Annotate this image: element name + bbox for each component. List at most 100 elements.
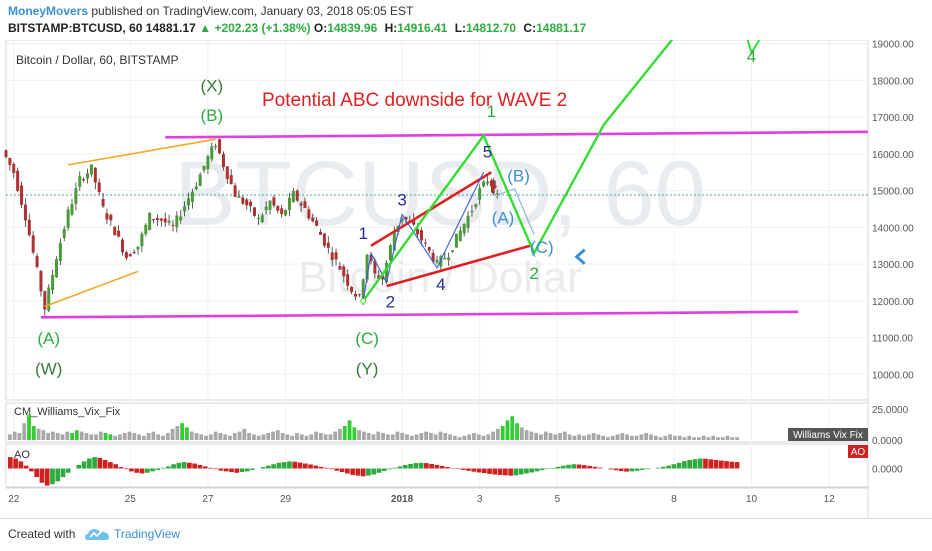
x-tick-label: 10: [746, 494, 758, 505]
ao-bar: [487, 469, 492, 474]
ao-bar: [577, 465, 582, 469]
ao-bar: [371, 469, 376, 475]
vix-bar: [352, 427, 356, 440]
ao-bar: [582, 465, 587, 468]
vix-bar: [635, 436, 639, 440]
candle-body: [358, 294, 361, 295]
ao-bar: [19, 461, 24, 468]
vix-bar: [123, 433, 127, 440]
vix-bar: [424, 432, 428, 440]
y-tick-label: 12000.00: [872, 297, 914, 308]
candle-body: [59, 243, 62, 261]
vix-bar: [630, 436, 634, 440]
vix-bar: [458, 437, 462, 440]
ao-bar: [277, 463, 282, 469]
chart-header: MoneyMovers published on TradingView.com…: [0, 0, 932, 40]
vix-bar: [472, 433, 476, 440]
candle-body: [160, 219, 163, 221]
candle-body: [16, 171, 19, 191]
ao-bar: [545, 469, 550, 470]
vix-bar: [281, 433, 285, 440]
ao-bar: [250, 469, 255, 470]
candle-body: [436, 260, 439, 263]
candle-body: [249, 202, 252, 206]
ao-bar: [29, 469, 34, 472]
vix-bar: [463, 436, 467, 440]
ao-bar: [224, 469, 229, 472]
x-tick-label: 22: [8, 494, 20, 505]
ao-bar: [624, 469, 629, 472]
candle-body: [63, 229, 66, 238]
ao-bar: [661, 467, 666, 469]
candle-body: [28, 220, 31, 235]
vix-bar: [376, 432, 380, 440]
candle-body: [307, 209, 310, 218]
vix-bar: [415, 434, 419, 440]
vix-bar: [668, 434, 672, 440]
candle-body: [280, 208, 283, 214]
chart-title: Bitcoin / Dollar, 60, BITSTAMP: [16, 53, 179, 67]
ao-bar: [492, 469, 497, 475]
vix-bar: [735, 437, 739, 440]
candle-body: [78, 176, 81, 186]
ao-bar: [398, 466, 403, 468]
vix-label: CM_Williams_Vix_Fix: [14, 406, 121, 418]
vix-bar: [142, 436, 146, 440]
tradingview-brand-link[interactable]: TradingView: [114, 527, 180, 541]
ao-bar: [245, 469, 250, 472]
ohlc-low-key: L:: [455, 21, 466, 35]
vix-bar: [529, 432, 533, 440]
vix-bar: [683, 437, 687, 440]
candle-body: [148, 213, 151, 230]
candle-body: [94, 168, 97, 183]
candle-body: [245, 199, 248, 205]
vix-bar: [396, 432, 400, 440]
ohlc-open-key: O:: [314, 21, 327, 35]
candle-body: [214, 146, 217, 147]
candle-body: [203, 166, 206, 170]
ohlc-open-value: 14839.96: [327, 21, 377, 35]
candle-body: [86, 173, 89, 178]
ao-bar: [119, 467, 124, 468]
candle-body: [416, 229, 419, 234]
ohlc-close-key: C:: [523, 21, 536, 35]
ao-bar: [566, 465, 571, 469]
candle-body: [486, 181, 489, 183]
candle-body: [494, 186, 497, 188]
vix-bar: [204, 436, 208, 440]
ao-bar: [208, 468, 213, 469]
y-tick-label: 16000.00: [872, 150, 914, 161]
ao-bar: [40, 469, 45, 483]
ao-bar: [413, 463, 418, 468]
vix-bar: [726, 436, 730, 440]
vix-bar: [75, 430, 79, 440]
vix-bar: [391, 434, 395, 440]
vix-bar: [180, 423, 184, 440]
vix-bar: [506, 420, 510, 440]
candle-body: [354, 294, 357, 297]
ao-bar: [482, 469, 487, 474]
candle-body: [210, 146, 213, 159]
vix-bar: [156, 434, 160, 440]
ao-bar: [313, 466, 318, 469]
vix-bar: [70, 433, 74, 440]
price-chart[interactable]: 19000.0018000.0017000.0016000.0015000.00…: [0, 40, 932, 518]
ao-bar: [687, 460, 692, 469]
tradingview-cloud-icon: [84, 525, 110, 545]
wave-label: (W): [35, 359, 62, 378]
author-link[interactable]: MoneyMovers: [8, 4, 88, 18]
candle-body: [191, 192, 194, 202]
vix-bar: [501, 426, 505, 440]
wave-label: (X): [200, 76, 223, 95]
vix-bar: [199, 434, 203, 440]
ao-bar: [298, 463, 303, 469]
candle-body: [338, 266, 341, 269]
ao-bar: [192, 464, 197, 469]
ao-bar: [519, 469, 524, 475]
vix-bar: [185, 427, 189, 440]
ohlc-close-value: 14881.17: [536, 21, 586, 35]
candle-body: [140, 234, 143, 246]
ao-bar: [556, 467, 561, 469]
vix-bar: [190, 432, 194, 440]
vix-bar: [453, 436, 457, 440]
